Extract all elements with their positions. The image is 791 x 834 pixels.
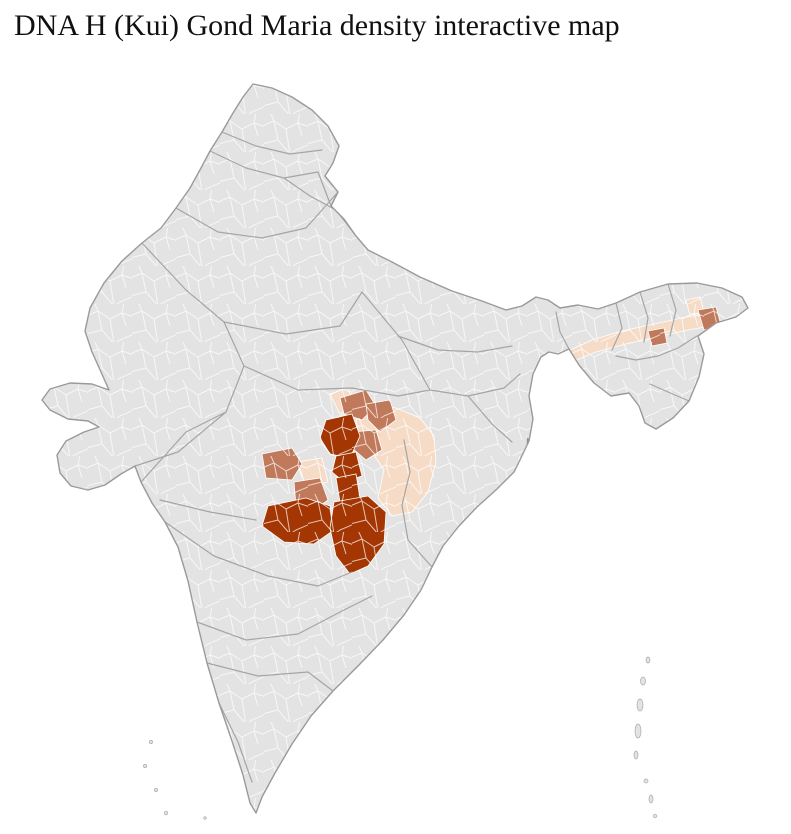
page-title: DNA H (Kui) Gond Maria density interacti… bbox=[14, 9, 620, 42]
state-borders bbox=[134, 131, 698, 783]
lakshadweep-islands[interactable] bbox=[143, 740, 207, 820]
delta-patch bbox=[526, 438, 548, 473]
district-borders-texture bbox=[42, 84, 748, 813]
andaman-islands[interactable] bbox=[633, 656, 658, 819]
